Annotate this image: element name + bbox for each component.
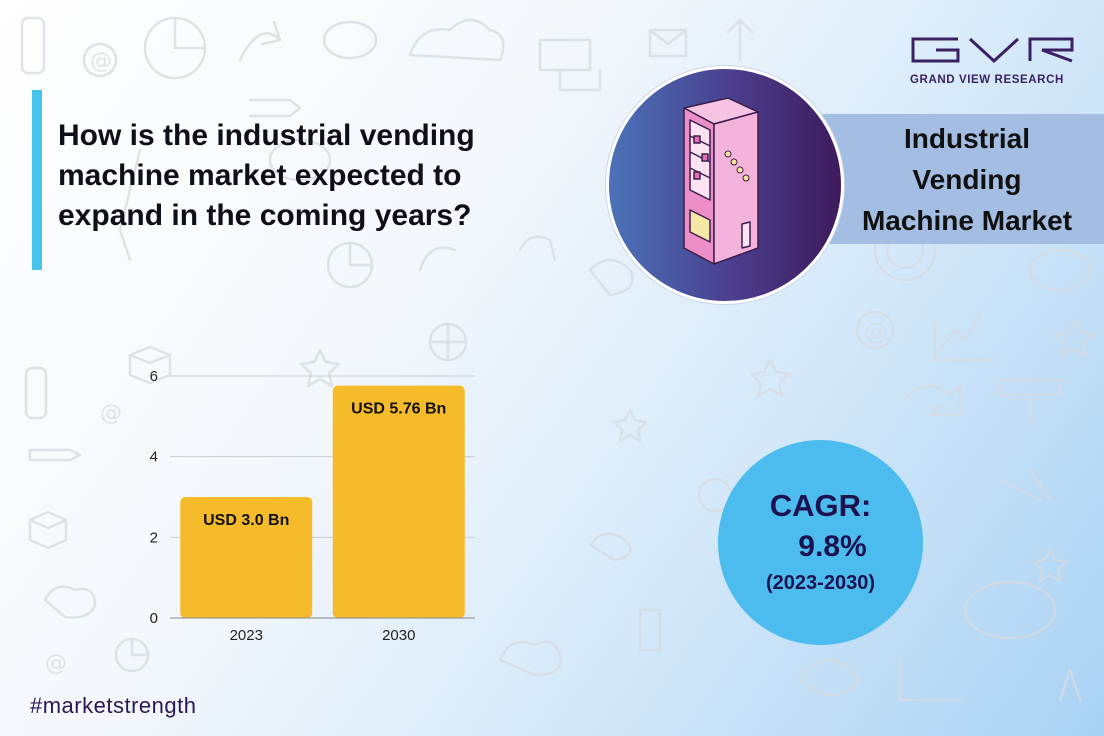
accent-bar — [32, 90, 42, 270]
cagr-value: 9.8% — [798, 530, 867, 563]
y-tick-label: 0 — [150, 610, 158, 627]
bar — [332, 385, 465, 618]
market-title-line-3: Machine Market — [861, 205, 1073, 236]
y-tick-label: 4 — [150, 449, 158, 466]
svg-text:@: @ — [45, 651, 67, 676]
vending-machine-icon — [683, 97, 759, 265]
brand-logo-icon — [911, 37, 1074, 64]
headline-question: How is the industrial vending machine ma… — [58, 119, 475, 232]
y-tick-label: 2 — [150, 529, 158, 546]
bar-chart: 0 2 4 6 USD 3.0 Bn 2023 USD 5.76 Bn 2030 — [150, 368, 475, 644]
market-title: Industrial Vending Machine Market — [840, 118, 1094, 241]
bar-data-label: USD 3.0 Bn — [203, 512, 289, 529]
cagr-period: (2023-2030) — [766, 572, 875, 594]
cagr-badge: CAGR: 9.8% (2023-2030) — [718, 440, 923, 645]
svg-text:@: @ — [100, 401, 122, 426]
bar-data-label: USD 5.76 Bn — [351, 401, 446, 418]
svg-text:@: @ — [90, 49, 112, 74]
market-title-line-1: Industrial — [903, 123, 1030, 154]
brand-name: GRAND VIEW RESEARCH — [910, 74, 1064, 86]
cagr-label: CAGR: — [769, 488, 872, 523]
x-tick-label: 2023 — [230, 627, 263, 644]
y-tick-label: 6 — [150, 368, 158, 385]
market-title-line-2: Vending — [912, 164, 1022, 195]
hashtag: #marketstrength — [30, 693, 197, 718]
svg-text:@: @ — [864, 318, 888, 346]
x-tick-label: 2030 — [382, 627, 415, 644]
bar — [180, 497, 313, 618]
